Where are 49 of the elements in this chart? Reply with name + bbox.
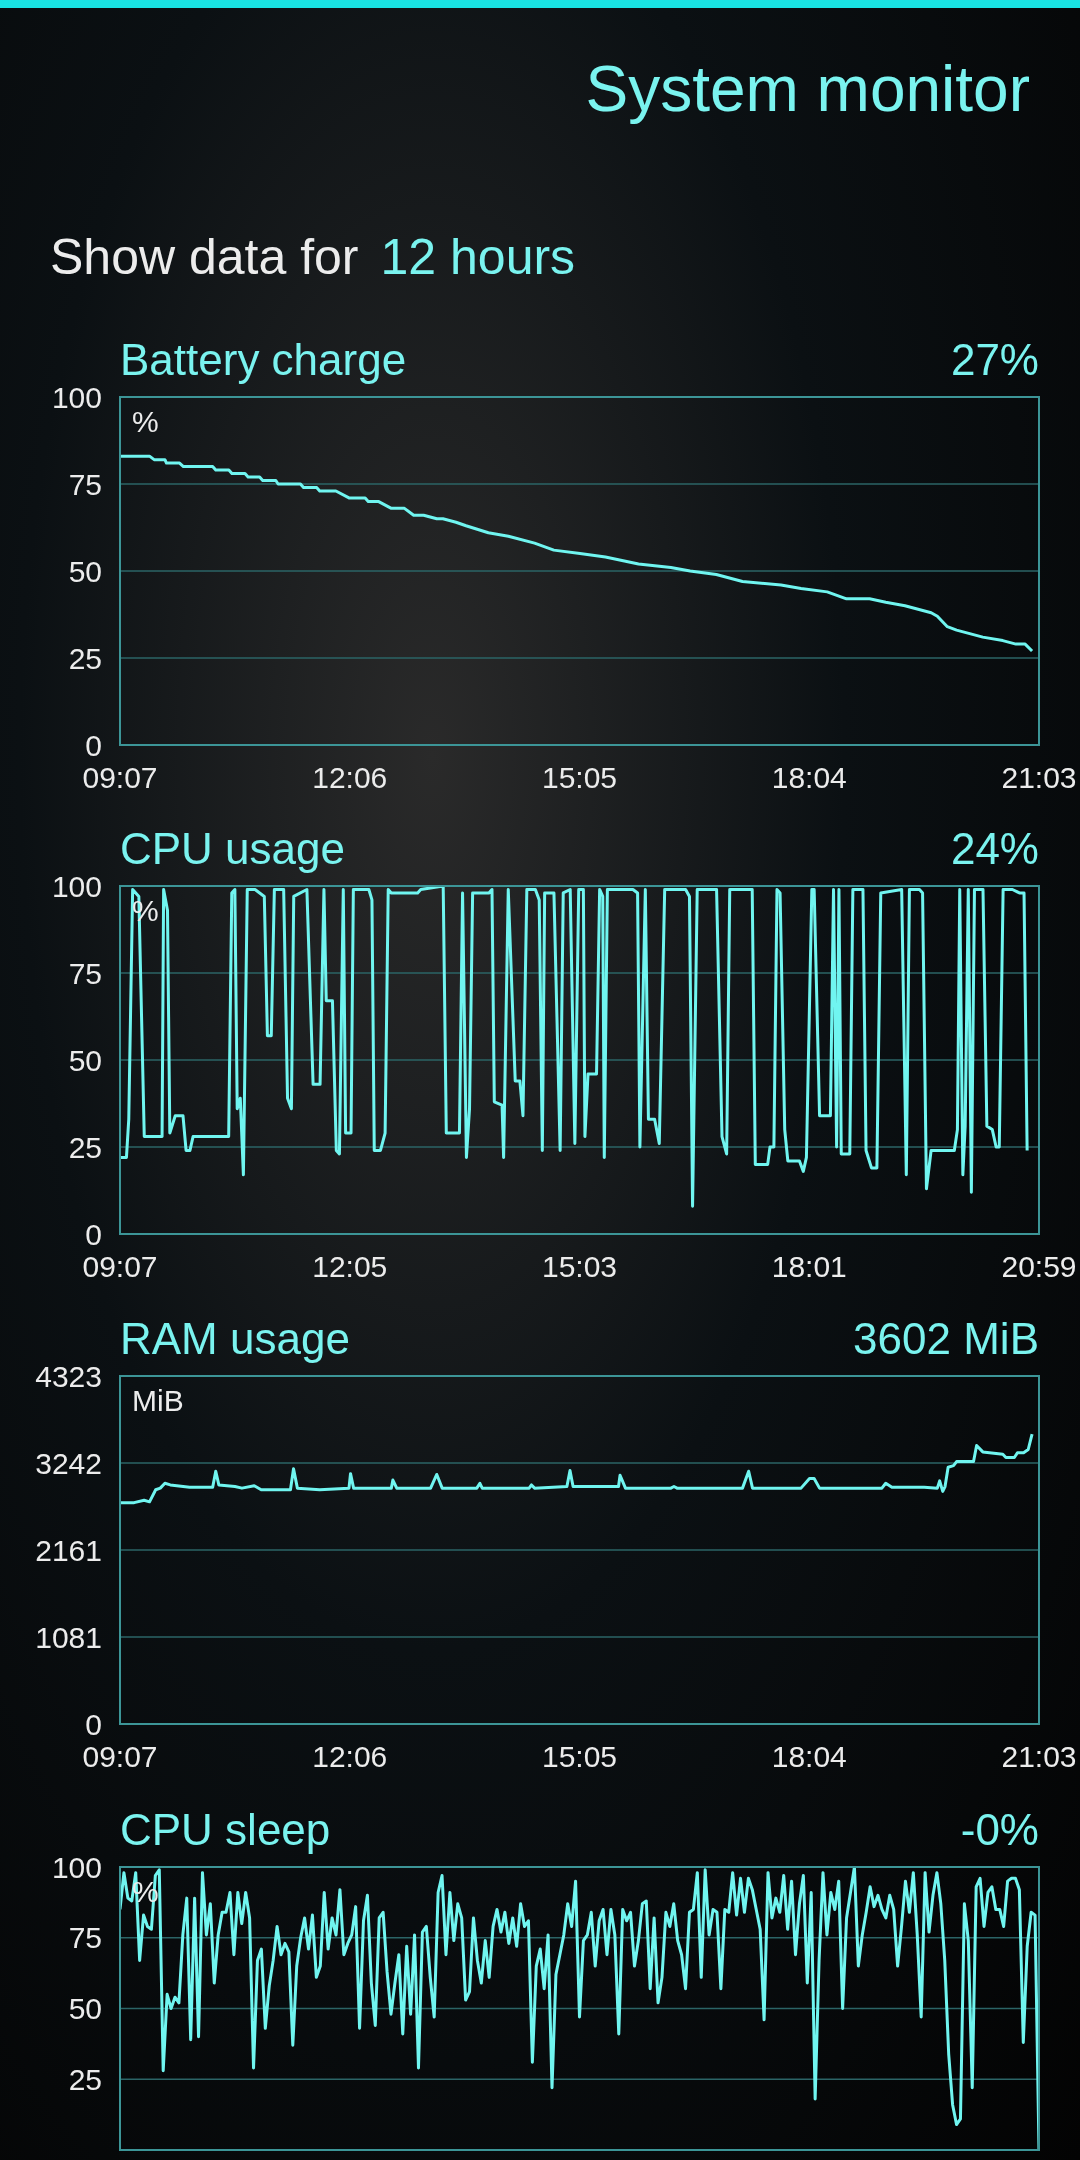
y-tick-label: 100 <box>51 380 102 414</box>
chart-title: CPU sleep <box>120 1805 331 1855</box>
y-tick-label: 4323 <box>35 1359 102 1393</box>
text: -0% <box>960 1805 1039 1855</box>
y-axis-title: MiB <box>132 1384 184 1418</box>
x-tick-label: 12:06 <box>312 761 388 795</box>
text: 27% <box>950 335 1039 385</box>
x-tick-label: 12:06 <box>312 1740 388 1774</box>
text: 3602 MiB <box>853 1314 1039 1364</box>
chart-title: Battery charge <box>120 335 407 385</box>
x-tick-label: 15:05 <box>541 761 618 795</box>
line-series <box>120 454 1034 653</box>
x-tick-label: 15:05 <box>541 1740 618 1774</box>
y-tick-label: 75 <box>68 956 102 990</box>
chart-title: CPU usage <box>120 824 346 874</box>
x-tick-label: 20:59 <box>1001 1250 1077 1284</box>
y-tick-label: 50 <box>68 1043 102 1077</box>
line-series <box>120 1432 1034 1505</box>
x-tick-label: 21:03 <box>1001 1740 1077 1774</box>
y-tick-label: 2161 <box>35 1533 102 1567</box>
y-tick-label: 0 <box>85 1217 102 1251</box>
y-tick-label: 50 <box>68 1992 102 2026</box>
chart-title: RAM usage <box>120 1314 350 1364</box>
y-tick-label: 25 <box>68 1130 102 1164</box>
x-tick-label: 12:05 <box>312 1250 388 1284</box>
text: Show data for <box>50 229 359 285</box>
y-tick-label: 1081 <box>35 1620 102 1654</box>
y-tick-label: 25 <box>68 641 102 675</box>
x-tick-label: 18:04 <box>771 761 847 795</box>
y-tick-label: 75 <box>68 1921 102 1955</box>
text: 24% <box>950 824 1039 874</box>
y-tick-label: 100 <box>51 1850 102 1884</box>
y-tick-label: 0 <box>85 728 102 762</box>
x-tick-label: 09:07 <box>82 1740 158 1774</box>
y-tick-label: 100 <box>51 869 102 903</box>
y-tick-label: 75 <box>68 467 102 501</box>
x-tick-label: 18:01 <box>771 1250 847 1284</box>
y-tick-label: 50 <box>68 554 102 588</box>
y-tick-label: 25 <box>68 2062 102 2096</box>
x-tick-label: 21:03 <box>1001 761 1077 795</box>
y-axis-title: % <box>132 405 159 439</box>
x-tick-label: 09:07 <box>82 761 158 795</box>
y-tick-label: 0 <box>85 1707 102 1741</box>
text: System monitor <box>585 52 1030 126</box>
text: 12 hours <box>380 229 576 285</box>
y-tick-label: 3242 <box>35 1446 102 1480</box>
x-tick-label: 09:07 <box>82 1250 158 1284</box>
x-tick-label: 15:03 <box>541 1250 618 1284</box>
x-tick-label: 18:04 <box>771 1740 847 1774</box>
